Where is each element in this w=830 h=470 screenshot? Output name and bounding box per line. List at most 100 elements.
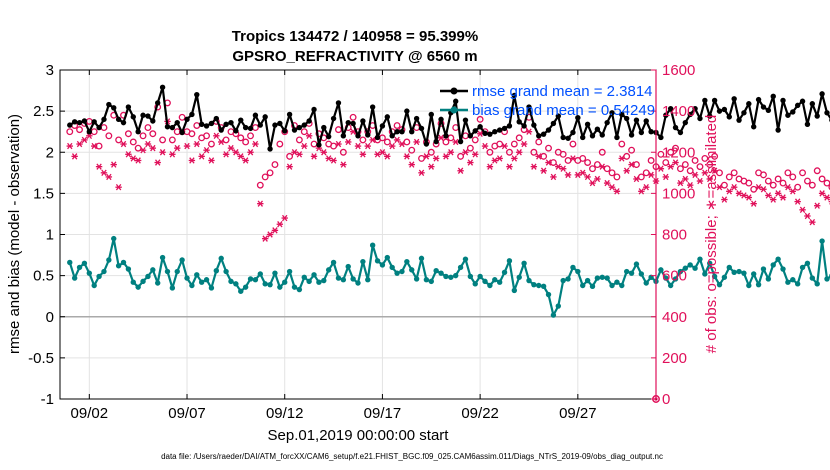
asterisk-stroke	[409, 161, 415, 168]
rmse-point	[790, 109, 796, 115]
obs-assimilated-point	[603, 179, 611, 187]
asterisk-stroke	[433, 155, 439, 162]
obs-assimilated-point	[423, 153, 430, 160]
bias-point	[482, 278, 488, 285]
obs-assimilated-point	[677, 179, 684, 187]
obs-possible-point	[393, 122, 401, 129]
rmse-point	[198, 121, 205, 127]
obs-assimilated-point	[564, 171, 572, 179]
obs-assimilated-point	[535, 153, 542, 160]
rmse-point	[238, 117, 244, 123]
bias-point	[599, 274, 605, 280]
obs-possible-point	[647, 157, 655, 164]
asterisk-stroke	[282, 214, 288, 222]
asterisk-stroke	[814, 202, 820, 209]
obs-assimilated-point	[823, 194, 830, 201]
bias-point	[433, 267, 439, 274]
bias-point	[101, 268, 107, 275]
bias-point	[804, 260, 811, 266]
obs-possible-point	[139, 132, 147, 140]
asterisk-stroke	[702, 169, 708, 177]
asterisk-stroke	[540, 167, 547, 174]
asterisk-stroke	[355, 142, 361, 150]
obs-assimilated-point	[130, 155, 137, 162]
bias-point	[404, 258, 410, 265]
obs-possible-point	[696, 163, 704, 171]
asterisk-stroke	[71, 153, 78, 160]
asterisk-stroke	[536, 153, 542, 160]
bias-point	[155, 280, 161, 286]
rmse-point	[91, 119, 97, 125]
rmse-point	[604, 119, 610, 126]
obs-assimilated-point	[388, 142, 396, 150]
obs-assimilated-point	[814, 202, 821, 209]
bias-point	[76, 264, 83, 271]
bias-point	[643, 280, 649, 286]
asterisk-stroke	[135, 157, 141, 164]
bias-point	[189, 282, 195, 289]
rmse-point	[325, 133, 332, 140]
obs-assimilated-point	[213, 132, 220, 140]
obs-assimilated-point	[340, 161, 347, 168]
rmse-point	[86, 128, 93, 135]
rmse-point	[71, 119, 78, 125]
bias-point	[697, 256, 703, 262]
obs-assimilated-point	[247, 149, 254, 156]
bias-point	[335, 275, 342, 281]
obs-assimilated-point	[633, 175, 640, 183]
bias-point	[286, 268, 293, 275]
obs-possible-point	[256, 181, 264, 189]
bias-point	[203, 277, 210, 283]
bias-point	[208, 285, 215, 291]
bias-point	[472, 281, 478, 287]
bias-point	[233, 281, 239, 287]
bias-point	[389, 264, 395, 271]
obs-assimilated-point	[462, 149, 469, 156]
rmse-point	[467, 133, 474, 139]
rmse-point	[726, 114, 732, 120]
asterisk-stroke	[228, 144, 234, 152]
bias-point	[448, 274, 454, 280]
obs-assimilated-point	[149, 144, 157, 152]
asterisk-stroke	[565, 171, 571, 179]
obs-assimilated-point	[428, 163, 435, 170]
bias-point	[379, 262, 386, 268]
obs-assimilated-point	[623, 167, 630, 174]
rmse-point	[741, 110, 747, 116]
obs-assimilated-point	[745, 194, 753, 201]
bias-point	[594, 275, 601, 281]
obs-possible-point	[794, 183, 802, 191]
rmse-point	[150, 118, 156, 124]
asterisk-stroke	[716, 184, 723, 191]
asterisk-stroke	[277, 221, 283, 228]
bias-point	[306, 278, 312, 285]
obs-possible-point	[476, 115, 484, 123]
bias-point	[311, 272, 317, 278]
obs-possible-point	[515, 134, 523, 142]
rmse-point	[746, 101, 752, 107]
obs-assimilated-point	[594, 175, 601, 183]
obs-possible-point	[383, 138, 391, 146]
rmse-point	[296, 124, 303, 131]
obs-assimilated-point	[691, 171, 699, 179]
asterisk-stroke	[194, 140, 200, 148]
bias-series	[67, 235, 830, 318]
asterisk-stroke	[286, 163, 293, 170]
bias-point	[819, 238, 825, 244]
rmse-point	[628, 132, 635, 138]
obs-assimilated-point	[520, 140, 528, 148]
y-right-tick-label: 0	[662, 391, 670, 408]
obs-assimilated-point	[481, 142, 489, 150]
asterisk-stroke	[311, 153, 317, 160]
bias-point	[687, 262, 693, 268]
asterisk-stroke	[599, 163, 605, 170]
obs-assimilated-point	[784, 184, 792, 191]
asterisk-stroke	[91, 142, 97, 150]
rmse-point	[531, 122, 537, 128]
rmse-point	[672, 124, 679, 131]
bias-point	[350, 276, 356, 282]
rmse-point	[477, 124, 483, 130]
asterisk-stroke	[233, 149, 239, 156]
rmse-point	[511, 92, 518, 99]
bias-point	[291, 284, 298, 290]
